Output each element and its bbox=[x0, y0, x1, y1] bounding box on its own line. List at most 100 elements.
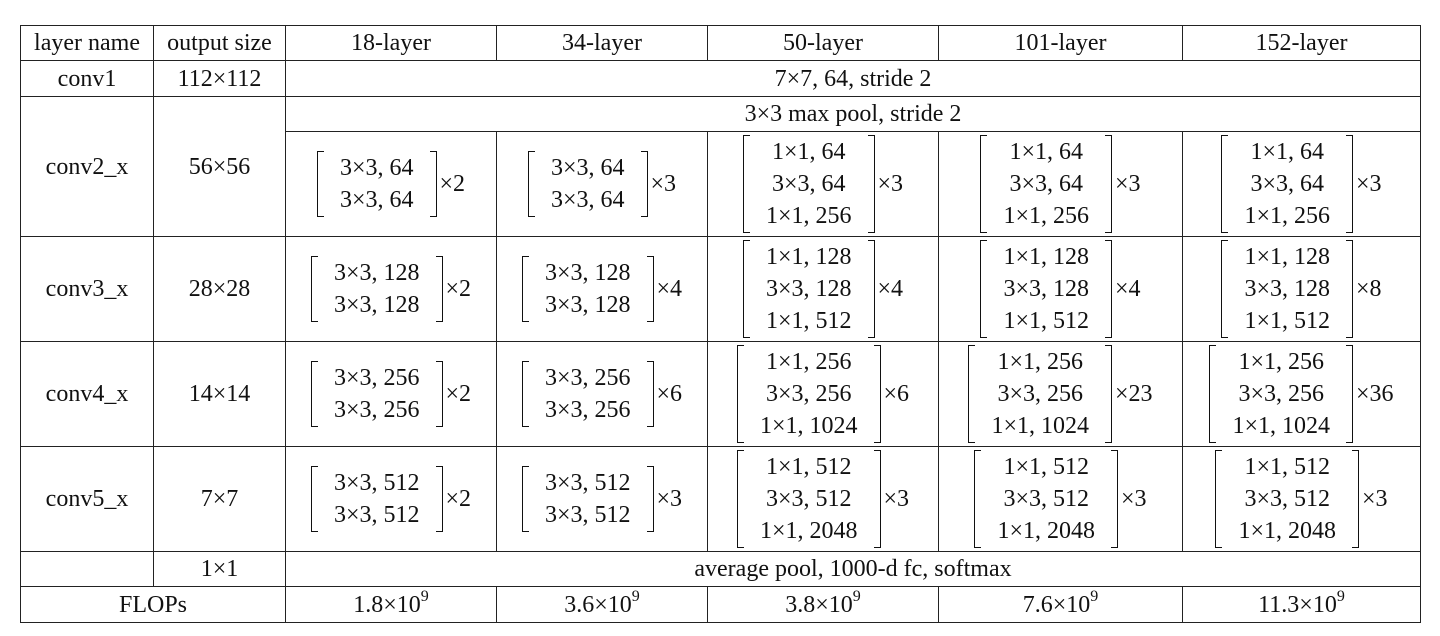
kernel-spec: 1×1, 128 bbox=[1003, 244, 1089, 270]
flops-base: 1.8×10 bbox=[353, 591, 421, 618]
block-matrix: 3×3, 512 3×3, 512 ×2 bbox=[310, 466, 472, 532]
repeat-multiplier: ×2 bbox=[439, 171, 466, 197]
right-bracket bbox=[429, 151, 437, 217]
kernel-spec: 3×3, 64 bbox=[339, 187, 414, 213]
block-rows: 1×1, 256 3×3, 256 1×1, 1024 bbox=[1220, 345, 1342, 443]
block-matrix: 1×1, 256 3×3, 256 1×1, 1024 ×36 bbox=[1209, 345, 1394, 443]
conv1-row: conv1 112×112 7×7, 64, stride 2 bbox=[20, 60, 1421, 97]
block-cell: 1×1, 64 3×3, 64 1×1, 256 ×3 bbox=[1182, 131, 1421, 237]
left-bracket bbox=[316, 151, 324, 217]
block-rows: 3×3, 512 3×3, 512 bbox=[322, 466, 432, 532]
left-bracket bbox=[968, 345, 976, 443]
right-bracket bbox=[1346, 135, 1353, 233]
kernel-spec: 3×3, 64 bbox=[550, 187, 625, 213]
kernel-spec: 3×3, 128 bbox=[1003, 276, 1089, 302]
block-cell: 1×1, 256 3×3, 256 1×1, 1024 ×36 bbox=[1182, 341, 1421, 447]
left-bracket bbox=[742, 240, 750, 338]
block-cell: 1×1, 256 3×3, 256 1×1, 1024 ×23 bbox=[938, 341, 1183, 447]
block-matrix: 3×3, 512 3×3, 512 ×3 bbox=[521, 466, 683, 532]
kernel-spec: 3×3, 64 bbox=[1250, 171, 1324, 197]
repeat-multiplier: ×36 bbox=[1356, 381, 1394, 407]
header-cell: 152-layer bbox=[1182, 25, 1421, 61]
kernel-spec: 1×1, 64 bbox=[771, 139, 846, 165]
right-bracket bbox=[435, 256, 443, 322]
right-bracket bbox=[873, 450, 881, 548]
kernel-spec: 1×1, 64 bbox=[1250, 139, 1324, 165]
right-bracket bbox=[1352, 450, 1359, 548]
block-rows: 1×1, 512 3×3, 512 1×1, 2048 bbox=[985, 450, 1107, 548]
flops-cell: 7.6×109 bbox=[938, 586, 1183, 623]
header-cell: output size bbox=[153, 25, 286, 61]
repeat-multiplier: ×2 bbox=[445, 276, 472, 302]
block-cell: 1×1, 512 3×3, 512 1×1, 2048 ×3 bbox=[938, 446, 1183, 552]
layer-name-cell: conv4_x bbox=[20, 341, 154, 447]
flops-cell: 1.8×109 bbox=[285, 586, 497, 623]
repeat-multiplier: ×4 bbox=[877, 276, 904, 302]
layer-name-cell: conv1 bbox=[20, 60, 154, 97]
left-bracket bbox=[521, 361, 529, 427]
kernel-spec: 3×3, 128 bbox=[333, 292, 420, 318]
block-rows: 3×3, 64 3×3, 64 bbox=[539, 151, 637, 217]
header-row: layer name output size 18-layer 34-layer… bbox=[20, 25, 1421, 61]
block-rows: 3×3, 128 3×3, 128 bbox=[533, 256, 643, 322]
left-bracket bbox=[527, 151, 535, 217]
repeat-multiplier: ×4 bbox=[1115, 276, 1141, 302]
block-rows: 1×1, 64 3×3, 64 1×1, 256 bbox=[754, 135, 864, 233]
header-cell: 50-layer bbox=[707, 25, 939, 61]
block-matrix: 1×1, 512 3×3, 512 1×1, 2048 ×3 bbox=[1215, 450, 1388, 548]
block-cell: 1×1, 256 3×3, 256 1×1, 1024 ×6 bbox=[707, 341, 939, 447]
block-matrix: 3×3, 256 3×3, 256 ×2 bbox=[310, 361, 471, 427]
repeat-multiplier: ×3 bbox=[656, 486, 683, 512]
left-bracket bbox=[521, 466, 529, 532]
block-cell: 3×3, 64 3×3, 64 ×3 bbox=[496, 131, 708, 237]
flops-exponent: 9 bbox=[852, 587, 861, 605]
repeat-multiplier: ×4 bbox=[656, 276, 683, 302]
block-cell: 3×3, 128 3×3, 128 ×2 bbox=[285, 236, 497, 342]
block-cell: 3×3, 512 3×3, 512 ×3 bbox=[496, 446, 708, 552]
block-rows: 3×3, 512 3×3, 512 bbox=[533, 466, 643, 532]
flops-exponent: 9 bbox=[1336, 587, 1345, 605]
kernel-spec: 3×3, 256 bbox=[333, 397, 420, 423]
flops-exponent: 9 bbox=[420, 587, 429, 605]
kernel-spec: 3×3, 512 bbox=[765, 486, 852, 512]
right-bracket bbox=[867, 240, 875, 338]
kernel-spec: 3×3, 256 bbox=[333, 365, 420, 391]
block-cell: 1×1, 128 3×3, 128 1×1, 512 ×4 bbox=[938, 236, 1183, 342]
header-cell: layer name bbox=[20, 25, 154, 61]
block-cell: 1×1, 128 3×3, 128 1×1, 512 ×8 bbox=[1182, 236, 1421, 342]
layer-name-cell-empty bbox=[20, 551, 154, 587]
flops-row: FLOPs 1.8×109 3.6×109 3.8×109 7.6×109 11… bbox=[20, 586, 1421, 623]
left-bracket bbox=[310, 256, 318, 322]
repeat-multiplier: ×8 bbox=[1356, 276, 1382, 302]
block-cell: 3×3, 256 3×3, 256 ×2 bbox=[285, 341, 497, 447]
conv1-spec-cell: 7×7, 64, stride 2 bbox=[285, 60, 1421, 97]
repeat-multiplier: ×2 bbox=[445, 486, 472, 512]
kernel-spec: 1×1, 512 bbox=[1003, 454, 1089, 480]
kernel-spec: 3×3, 512 bbox=[333, 502, 420, 528]
kernel-spec: 1×1, 256 bbox=[765, 349, 852, 375]
conv4-row: conv4_x 14×14 3×3, 256 3×3, 256 ×2 3×3, 256… bbox=[20, 341, 1421, 447]
header-cell: 101-layer bbox=[938, 25, 1183, 61]
kernel-spec: 1×1, 1024 bbox=[759, 413, 858, 439]
block-cell: 3×3, 64 3×3, 64 ×2 bbox=[285, 131, 497, 237]
kernel-spec: 3×3, 512 bbox=[333, 470, 420, 496]
flops-exponent: 9 bbox=[631, 587, 640, 605]
left-bracket bbox=[521, 256, 529, 322]
kernel-spec: 1×1, 256 bbox=[1003, 203, 1089, 229]
block-rows: 1×1, 128 3×3, 128 1×1, 512 bbox=[991, 240, 1101, 338]
conv5-row: conv5_x 7×7 3×3, 512 3×3, 512 ×2 3×3, 512 3×… bbox=[20, 446, 1421, 552]
kernel-spec: 3×3, 512 bbox=[1003, 486, 1089, 512]
kernel-spec: 1×1, 2048 bbox=[997, 518, 1095, 544]
flops-cell: 3.8×109 bbox=[707, 586, 939, 623]
kernel-spec: 3×3, 256 bbox=[765, 381, 852, 407]
block-cell: 3×3, 512 3×3, 512 ×2 bbox=[285, 446, 497, 552]
block-cell: 1×1, 64 3×3, 64 1×1, 256 ×3 bbox=[707, 131, 939, 237]
kernel-spec: 1×1, 2048 bbox=[759, 518, 858, 544]
output-size-cell: 1×1 bbox=[153, 551, 286, 587]
repeat-multiplier: ×3 bbox=[883, 486, 910, 512]
conv2-pool-row: conv2_x 56×56 3×3 max pool, stride 2 bbox=[20, 96, 1421, 237]
final-row: 1×1 average pool, 1000-d fc, softmax bbox=[20, 551, 1421, 587]
block-matrix: 3×3, 128 3×3, 128 ×2 bbox=[310, 256, 472, 322]
left-bracket bbox=[980, 240, 988, 338]
kernel-spec: 1×1, 512 bbox=[1244, 308, 1330, 334]
